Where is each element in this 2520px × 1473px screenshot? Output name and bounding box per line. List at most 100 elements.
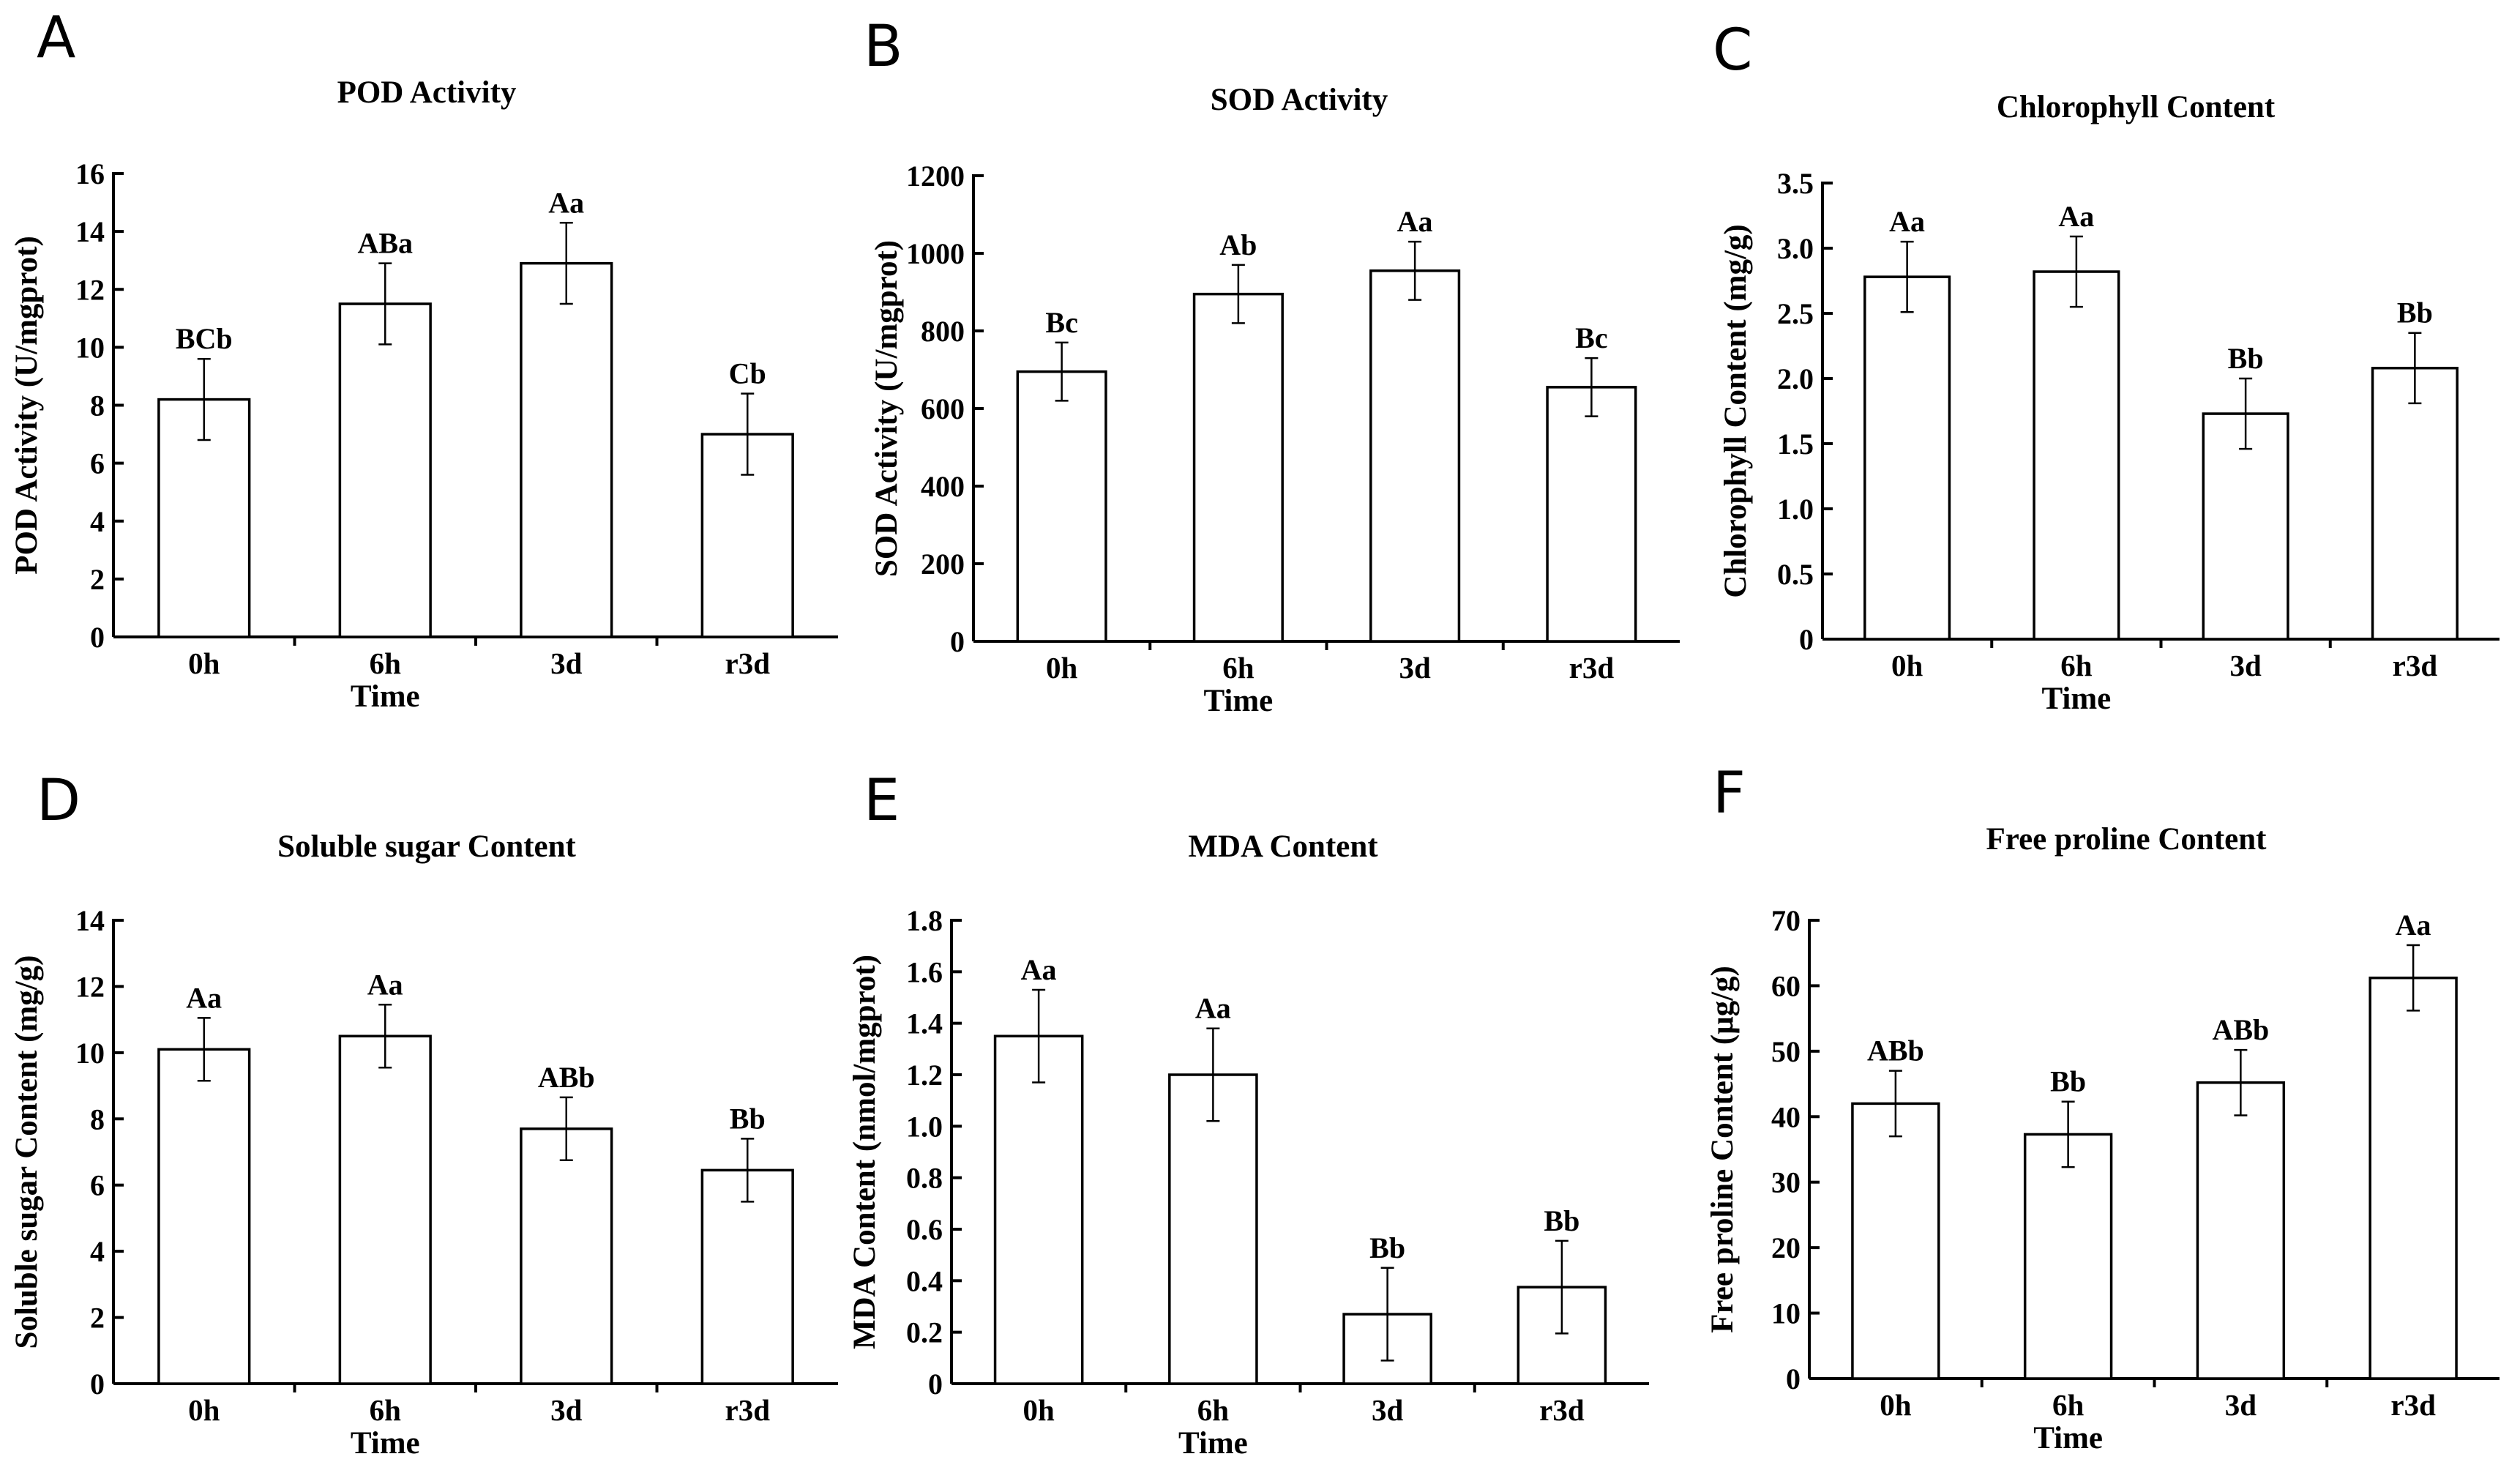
panel-a-bar-6h	[338, 302, 432, 638]
panel-e-title: MDA Content	[1188, 829, 1378, 864]
panel-c-bar-6h	[2033, 270, 2120, 641]
panel-c-x-axis-label: Time	[2041, 682, 2111, 716]
panel-f-y-tick-label: 50	[1771, 1035, 1801, 1068]
panel-d-y-tick-label: 4	[90, 1235, 105, 1268]
panel-c-data-label: Aa	[2058, 200, 2094, 233]
panel-a-y-tick-label: 2	[90, 563, 105, 596]
panel-c-y-tick-label: 3.5	[1777, 167, 1814, 200]
panel-e-bar-6h	[1168, 1073, 1258, 1385]
panel-d-title: Soluble sugar Content	[277, 829, 576, 864]
panel-b-data-label: Bc	[1575, 321, 1607, 354]
panel-a-x-axis-label: Time	[351, 679, 420, 714]
panel-f-data-label: Aa	[2396, 909, 2431, 941]
panel-a-letter: A	[37, 5, 75, 71]
panel-b-x-tick-label: 0h	[1046, 651, 1078, 685]
panel-a-y-tick-label: 14	[75, 215, 105, 248]
panel-f-bar-6h	[2023, 1133, 2113, 1380]
panel-e-x-tick-label: r3d	[1539, 1393, 1585, 1427]
panel-d-y-tick-label: 10	[75, 1037, 105, 1070]
panel-a-y-tick-label: 12	[75, 273, 105, 306]
panel-a-y-tick-label: 0	[90, 621, 105, 654]
panel-b-title: SOD Activity	[1211, 83, 1388, 117]
panel-e-x-tick-label: 3d	[1372, 1393, 1404, 1427]
panel-e-data-label: Aa	[1021, 953, 1057, 986]
panel-f-y-tick-label: 60	[1771, 969, 1801, 1002]
panel-c-bar-3d	[2202, 412, 2289, 641]
panel-e-y-tick-label: 0.8	[906, 1162, 943, 1195]
panel-b-y-tick-label: 200	[921, 548, 965, 581]
panel-d-x-tick-label: 6h	[370, 1393, 402, 1427]
panel-a-data-label: ABa	[357, 227, 413, 260]
panel-e-bar-r3d	[1517, 1286, 1607, 1385]
panel-f-x-tick-label: r3d	[2390, 1388, 2436, 1422]
panel-d-x-tick-label: 3d	[550, 1393, 583, 1427]
panel-c-bar-r3d	[2371, 367, 2459, 641]
panel-a-x-tick-label: 3d	[550, 646, 583, 680]
panel-c-x-tick-label: r3d	[2393, 649, 2438, 682]
panel-d-y-tick-label: 8	[90, 1103, 105, 1135]
panel-c-data-label: Bb	[2228, 342, 2264, 375]
panel-d-y-tick-label: 0	[90, 1368, 105, 1401]
panel-c-data-label: Bb	[2397, 297, 2433, 329]
panel-d-y-tick-label: 6	[90, 1169, 105, 1202]
panel-e-y-tick-label: 1.0	[906, 1110, 943, 1143]
panel-c-y-tick-label: 3.0	[1777, 232, 1814, 265]
panel-d-x-axis-label: Time	[351, 1426, 420, 1461]
panel-a-y-tick-label: 16	[75, 157, 105, 190]
panel-e-data-label: Aa	[1195, 992, 1231, 1025]
panel-d-bar-6h	[338, 1034, 432, 1385]
panel-a-title: POD Activity	[337, 75, 517, 110]
panel-e-x-axis-label: Time	[1178, 1426, 1248, 1461]
panel-b-y-tick-label: 1000	[906, 237, 965, 270]
panel-e-y-tick-label: 0.6	[906, 1213, 943, 1246]
panel-b-y-tick-label: 1200	[906, 160, 965, 193]
panel-d-bar-3d	[520, 1127, 613, 1385]
panel-f-bar-r3d	[2368, 976, 2458, 1380]
panel-b-y-tick-label: 600	[921, 392, 965, 425]
panel-e-y-tick-label: 1.4	[906, 1007, 943, 1040]
panel-e-letter: E	[864, 768, 900, 834]
panel-a-data-label: Cb	[729, 357, 766, 390]
panel-e-x-tick-label: 0h	[1022, 1393, 1055, 1427]
panel-d-y-tick-label: 12	[75, 970, 105, 1003]
panel-e-y-tick-label: 1.6	[906, 955, 943, 988]
panel-c-y-tick-label: 1.0	[1777, 493, 1814, 526]
panel-f-y-tick-label: 70	[1771, 904, 1801, 937]
panel-c-x-tick-label: 0h	[1891, 649, 1923, 682]
panel-c-y-tick-label: 0	[1799, 623, 1814, 656]
panel-f-x-tick-label: 0h	[1880, 1388, 1912, 1422]
panel-c-x-tick-label: 3d	[2229, 649, 2262, 682]
panel-e-data-label: Bb	[1369, 1231, 1405, 1264]
panel-b-y-axis-label: SOD Activity (U/mgprot)	[870, 240, 904, 577]
panel-a-y-tick-label: 6	[90, 447, 105, 480]
panel-b-y-tick-label: 800	[921, 315, 965, 348]
panel-b-data-label: Aa	[1397, 205, 1433, 238]
panel-a-x-tick-label: r3d	[725, 646, 771, 680]
panel-c-y-tick-label: 2.0	[1777, 362, 1814, 395]
panel-d-y-tick-label: 2	[90, 1302, 105, 1335]
panel-c-y-tick-label: 0.5	[1777, 558, 1814, 591]
panel-e-y-tick-label: 1.8	[906, 904, 943, 937]
panel-b-bar-6h	[1192, 292, 1284, 643]
panel-a-data-label: Aa	[548, 186, 584, 219]
panel-e-data-label: Bb	[1544, 1204, 1579, 1237]
panel-c-x-tick-label: 6h	[2060, 649, 2093, 682]
panel-a-y-tick-label: 8	[90, 389, 105, 422]
panel-f-x-tick-label: 3d	[2225, 1388, 2257, 1422]
panel-f-x-tick-label: 6h	[2052, 1388, 2085, 1422]
panel-e-bar-0h	[993, 1034, 1084, 1385]
panel-d-y-tick-label: 14	[75, 904, 105, 937]
panel-f-data-label: ABb	[1867, 1034, 1924, 1067]
panel-e-y-tick-label: 0.2	[906, 1316, 943, 1349]
panel-f-y-tick-label: 30	[1771, 1166, 1801, 1199]
panel-b-bar-0h	[1016, 370, 1107, 643]
panel-e-y-axis-label: MDA Content (nmol/mgprot)	[848, 955, 882, 1349]
panel-b-y-tick-label: 0	[950, 625, 965, 658]
panel-e-y-tick-label: 0	[928, 1368, 943, 1401]
panel-b-bar-3d	[1369, 269, 1461, 643]
panel-f-bar-0h	[1851, 1102, 1940, 1380]
panel-f-y-tick-label: 40	[1771, 1100, 1801, 1133]
panel-a-bar-3d	[520, 261, 613, 638]
panel-c-data-label: Aa	[1889, 205, 1925, 238]
